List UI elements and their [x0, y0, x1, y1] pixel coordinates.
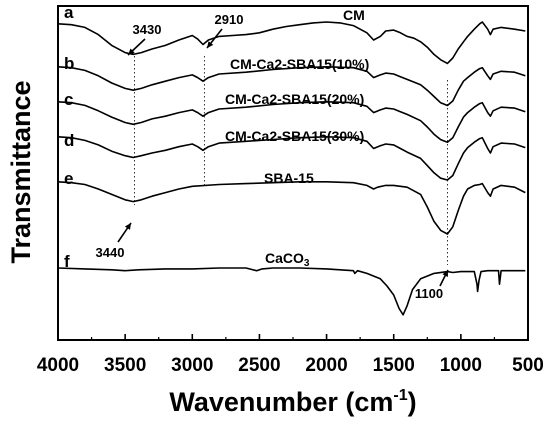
reference-lines: [134, 56, 448, 265]
x-tick-label: 500: [512, 355, 544, 376]
trace-letter-a: a: [64, 3, 74, 22]
trace-name-f: CaCO3: [265, 250, 310, 269]
peak-arrowhead-3430: [128, 48, 135, 55]
x-tick-label: 3000: [171, 355, 213, 376]
peak-arrowhead-1100: [442, 270, 448, 277]
x-tick-label: 4000: [37, 355, 79, 376]
series-line-a: [57, 21, 526, 65]
trace-name-d: CM-Ca2-SBA15(30%): [225, 128, 364, 144]
x-tick-label: 2500: [238, 355, 280, 376]
peak-annotations: 3430 2910 3440 1100: [96, 12, 449, 301]
spectra: [57, 21, 526, 316]
trace-letter-d: d: [64, 131, 74, 150]
peak-arrowhead-2910: [207, 41, 214, 48]
x-tick-label: 3500: [104, 355, 146, 376]
x-tick-label: 1000: [440, 355, 482, 376]
y-axis-title: Transmittance: [6, 80, 36, 263]
series-line-e: [57, 181, 526, 235]
x-axis-ticks: 4000 3500 3000 2500 2000 1500 1000 500: [37, 334, 544, 376]
series-line-d: [57, 136, 526, 181]
series-line-b: [57, 66, 526, 107]
peak-label-3430: 3430: [133, 22, 162, 37]
trace-letter-b: b: [64, 54, 74, 73]
x-tick-label: 2000: [305, 355, 347, 376]
trace-letter-c: c: [64, 90, 73, 109]
peak-arrowhead-3440: [124, 223, 131, 230]
trace-letters: a bc de f: [64, 3, 74, 271]
peak-label-3440: 3440: [96, 245, 125, 260]
x-tick-label: 1500: [373, 355, 415, 376]
series-line-f: [57, 267, 526, 316]
trace-name-a: CM: [343, 7, 365, 23]
trace-name-e: SBA-15: [264, 170, 314, 186]
trace-names: CM CM-Ca2-SBA15(10%) CM-Ca2-SBA15(20%) CM-C…: [225, 7, 369, 269]
peak-label-1100: 1100: [415, 286, 443, 301]
peak-label-2910: 2910: [215, 12, 244, 27]
series-line-c: [57, 101, 526, 144]
trace-name-c: CM-Ca2-SBA15(20%): [225, 91, 364, 107]
trace-letter-f: f: [64, 252, 70, 271]
trace-letter-e: e: [64, 169, 73, 188]
x-axis-title: Wavenumber (cm-1): [169, 387, 416, 417]
trace-name-b: CM-Ca2-SBA15(10%): [230, 56, 369, 72]
